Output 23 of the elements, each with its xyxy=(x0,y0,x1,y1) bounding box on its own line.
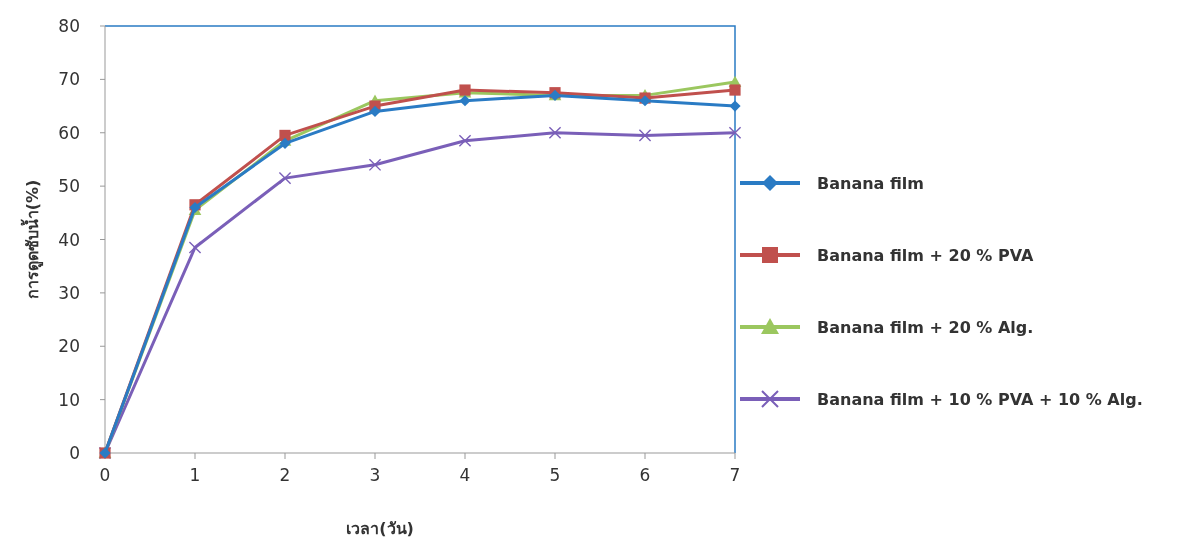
y-tick-label: 20 xyxy=(58,336,80,357)
y-tick-label: 50 xyxy=(58,176,80,197)
legend-label: Banana film + 10 % PVA + 10 % Alg. xyxy=(817,390,1143,409)
y-tick-label: 40 xyxy=(58,229,80,250)
legend-label: Banana film + 20 % PVA xyxy=(817,246,1034,265)
y-tick-label: 60 xyxy=(58,122,80,143)
y-tick-label: 30 xyxy=(58,282,80,303)
x-tick-label: 4 xyxy=(459,465,471,485)
x-tick-label: 5 xyxy=(549,465,561,485)
x-tick-label: 7 xyxy=(729,465,741,485)
x-tick-label: 2 xyxy=(279,465,291,485)
y-tick-label: 70 xyxy=(58,69,80,90)
x-tick-label: 6 xyxy=(639,465,651,485)
x-tick-label: 0 xyxy=(99,465,111,485)
x-tick-label: 3 xyxy=(369,465,381,485)
y-axis-title: การดูดซับน้ำ(%) xyxy=(20,179,44,300)
y-tick-label: 80 xyxy=(58,16,80,36)
y-tick-label: 10 xyxy=(58,389,80,410)
x-axis-title: เวลา(วัน) xyxy=(346,519,414,538)
x-tick-label: 1 xyxy=(189,465,201,485)
legend-label: Banana film + 20 % Alg. xyxy=(817,318,1034,337)
legend-label: Banana film xyxy=(817,174,924,193)
y-tick-label: 0 xyxy=(69,443,80,463)
